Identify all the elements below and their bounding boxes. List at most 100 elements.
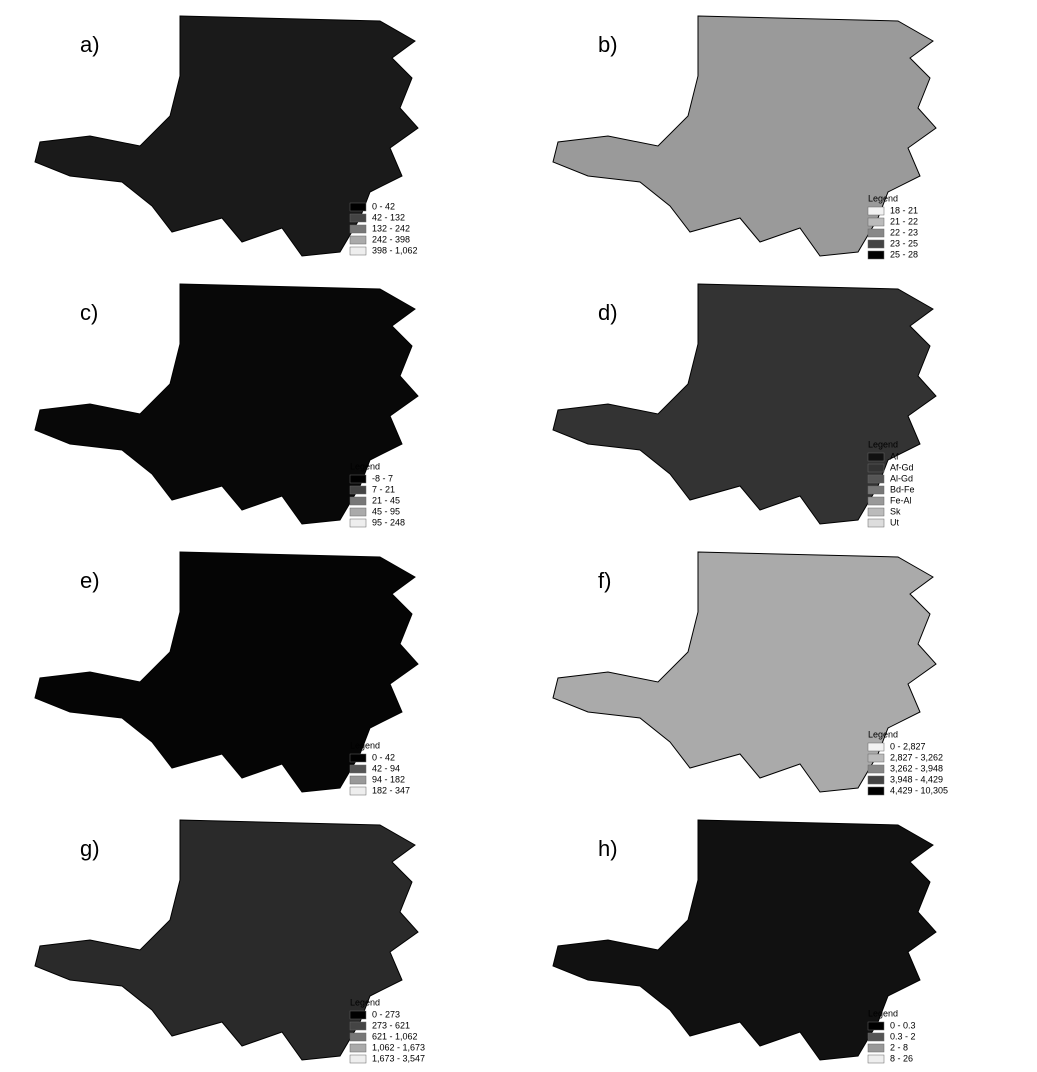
legend-label: Ut xyxy=(890,517,899,527)
legend-label: 95 - 248 xyxy=(372,517,405,527)
legend-title: Legend xyxy=(350,997,380,1007)
legend-swatch xyxy=(868,754,884,762)
legend-swatch xyxy=(868,765,884,773)
legend-swatch xyxy=(868,229,884,237)
legend-swatch xyxy=(350,203,366,211)
legend-label: 3,948 - 4,429 xyxy=(890,774,943,784)
panel-label: h) xyxy=(598,836,618,861)
legend-swatch xyxy=(868,519,884,527)
legend-swatch xyxy=(350,236,366,244)
legend-label: 0 - 0.3 xyxy=(890,1020,916,1030)
legend-swatch xyxy=(868,776,884,784)
legend-swatch xyxy=(868,508,884,516)
legend-label: Af-Gd xyxy=(890,462,914,472)
legend-swatch xyxy=(868,218,884,226)
legend-label: Fe-Al xyxy=(890,495,912,505)
legend-label: 21 - 45 xyxy=(372,495,400,505)
legend-swatch xyxy=(868,1033,884,1041)
legend-swatch xyxy=(868,497,884,505)
legend-label: 42 - 94 xyxy=(372,763,400,773)
panel-label: d) xyxy=(598,300,618,325)
legend-label: 45 - 95 xyxy=(372,506,400,516)
legend-label: Af xyxy=(890,451,899,461)
legend-swatch xyxy=(350,475,366,483)
legend-label: 3,262 - 3,948 xyxy=(890,763,943,773)
legend-title: Legend xyxy=(350,461,380,471)
legend-label: 8 - 26 xyxy=(890,1053,913,1063)
panel-label: b) xyxy=(598,32,618,57)
legend-label: 94 - 182 xyxy=(372,774,405,784)
legend-label: 0 - 2,827 xyxy=(890,741,926,751)
legend-label: 7 - 21 xyxy=(372,484,395,494)
legend-swatch xyxy=(868,787,884,795)
panel-label: c) xyxy=(80,300,98,325)
legend-swatch xyxy=(350,787,366,795)
legend-label: 1,062 - 1,673 xyxy=(372,1042,425,1052)
legend-title: Legend xyxy=(868,193,898,203)
legend-swatch xyxy=(868,251,884,259)
panel-label: e) xyxy=(80,568,100,593)
legend-swatch xyxy=(868,464,884,472)
legend-label: 23 - 25 xyxy=(890,238,918,248)
legend-label: 0 - 273 xyxy=(372,1009,400,1019)
figure: a)0 - 4242 - 132132 - 242242 - 398398 - … xyxy=(0,0,1037,1072)
legend-swatch xyxy=(350,508,366,516)
legend-label: -8 - 7 xyxy=(372,473,393,483)
legend-swatch xyxy=(350,497,366,505)
legend-label: 242 - 398 xyxy=(372,234,410,244)
legend-title: Legend xyxy=(350,740,380,750)
legend-label: 4,429 - 10,305 xyxy=(890,785,948,795)
legend-swatch xyxy=(868,743,884,751)
legend-swatch xyxy=(868,1044,884,1052)
legend-label: Al-Gd xyxy=(890,473,913,483)
panel-label: g) xyxy=(80,836,100,861)
legend-label: 42 - 132 xyxy=(372,212,405,222)
legend-swatch xyxy=(868,453,884,461)
legend-swatch xyxy=(868,240,884,248)
legend-swatch xyxy=(350,1033,366,1041)
legend-swatch xyxy=(868,207,884,215)
legend-label: 22 - 23 xyxy=(890,227,918,237)
legend-label: 132 - 242 xyxy=(372,223,410,233)
panel-label: a) xyxy=(80,32,100,57)
legend-label: 2 - 8 xyxy=(890,1042,908,1052)
legend-label: 182 - 347 xyxy=(372,785,410,795)
legend-swatch xyxy=(868,475,884,483)
legend-label: Sk xyxy=(890,506,901,516)
legend-swatch xyxy=(350,214,366,222)
legend-label: 273 - 621 xyxy=(372,1020,410,1030)
legend-label: Bd-Fe xyxy=(890,484,915,494)
legend-swatch xyxy=(868,486,884,494)
legend-swatch xyxy=(350,765,366,773)
legend-swatch xyxy=(350,776,366,784)
legend-label: 0.3 - 2 xyxy=(890,1031,916,1041)
panel-label: f) xyxy=(598,568,611,593)
legend-label: 0 - 42 xyxy=(372,201,395,211)
legend-label: 1,673 - 3,547 xyxy=(372,1053,425,1063)
legend-swatch xyxy=(868,1022,884,1030)
legend-swatch xyxy=(350,1044,366,1052)
legend-swatch xyxy=(868,1055,884,1063)
legend-label: 0 - 42 xyxy=(372,752,395,762)
legend-swatch xyxy=(350,754,366,762)
legend-label: 18 - 21 xyxy=(890,205,918,215)
map-panel: h) Legend 0 - 0.30.3 - 22 - 88 - 26 xyxy=(553,820,936,1063)
legend-swatch xyxy=(350,1022,366,1030)
legend-swatch xyxy=(350,519,366,527)
legend-label: 2,827 - 3,262 xyxy=(890,752,943,762)
legend-label: 21 - 22 xyxy=(890,216,918,226)
legend-title: Legend xyxy=(868,439,898,449)
legend-swatch xyxy=(350,486,366,494)
legend-swatch xyxy=(350,1055,366,1063)
legend-swatch xyxy=(350,247,366,255)
legend-label: 621 - 1,062 xyxy=(372,1031,418,1041)
legend-title: Legend xyxy=(868,1008,898,1018)
legend-label: 398 - 1,062 xyxy=(372,245,418,255)
